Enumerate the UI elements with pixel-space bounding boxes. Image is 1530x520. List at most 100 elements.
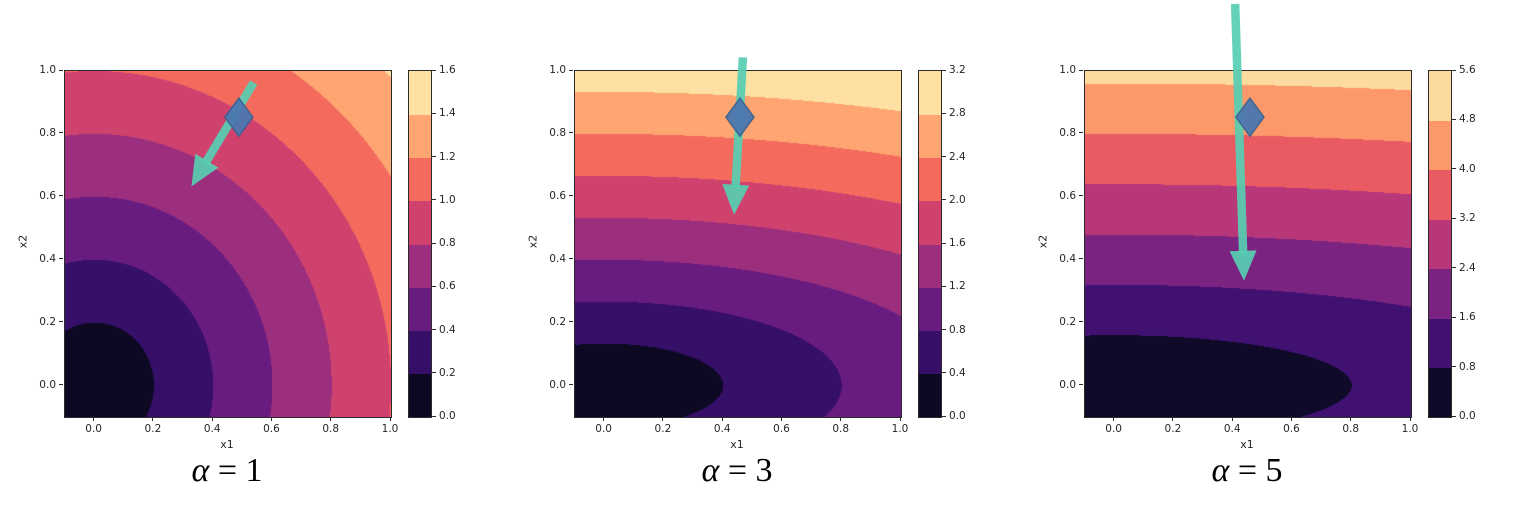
- contour-canvas: [1085, 71, 1411, 417]
- x-tickmark: [330, 417, 332, 421]
- y-tickmark: [1079, 258, 1083, 260]
- colorbar-band: [1429, 71, 1451, 122]
- colorbar-tickmark: [1452, 217, 1456, 219]
- caption-value: = 1: [209, 452, 263, 489]
- colorbar-band: [919, 200, 941, 245]
- colorbar-band: [919, 71, 941, 115]
- colorbar-band: [409, 114, 431, 159]
- colorbar-band: [409, 71, 431, 115]
- y-tick-label: 0.2: [549, 315, 566, 328]
- y-tickmark: [1079, 384, 1083, 386]
- x-tick-label: 0.8: [832, 423, 850, 435]
- x-axis-label: x1: [730, 438, 744, 451]
- y-tick-label: 0.2: [39, 315, 56, 328]
- y-tickmark: [569, 195, 573, 197]
- x-tick-label: 0.4: [1223, 423, 1241, 435]
- colorbar-tickmark: [942, 112, 946, 114]
- y-tickmark: [59, 195, 63, 197]
- colorbar-band: [409, 287, 431, 332]
- y-tick-label: 1.0: [39, 64, 56, 76]
- colorbar-tickmark: [432, 329, 436, 330]
- y-tick-label: 0.8: [39, 126, 56, 139]
- colorbar-tick-label: 5.6: [1459, 64, 1476, 76]
- x-tickmark: [840, 417, 842, 421]
- contour-canvas: [65, 71, 391, 417]
- colorbar-band: [1429, 268, 1451, 319]
- colorbar-band: [409, 373, 431, 417]
- y-tick-label: 1.0: [549, 64, 566, 76]
- colorbar-tick-label: 3.2: [1459, 212, 1476, 225]
- colorbar-tickmark: [942, 285, 946, 287]
- x-tickmark: [211, 417, 213, 421]
- y-tickmark: [59, 384, 63, 386]
- colorbar-tickmark: [432, 285, 436, 287]
- x-tickmark: [1350, 417, 1352, 421]
- colorbar-band: [919, 373, 941, 417]
- y-tick-label: 1.0: [1059, 64, 1076, 76]
- colorbar-tickmark: [942, 69, 946, 71]
- colorbar-tickmark: [1452, 168, 1456, 170]
- colorbar-tickmark: [1452, 316, 1456, 318]
- y-axis-label: x2: [1036, 234, 1050, 249]
- colorbar-tickmark: [942, 199, 946, 201]
- colorbar-tickmark: [432, 372, 436, 374]
- x-tickmark: [270, 417, 272, 421]
- x-tick-label: 0.2: [1164, 423, 1182, 435]
- x-tickmark: [1290, 417, 1292, 421]
- subplot-caption: α = 3: [574, 452, 900, 490]
- colorbar-tick-label: 0.4: [439, 323, 456, 336]
- colorbar-tickmark: [1452, 69, 1456, 71]
- y-tick-label: 0.8: [549, 126, 566, 139]
- x-tickmark: [389, 417, 391, 421]
- colorbar-tick-label: 0.0: [949, 410, 966, 422]
- y-tick-label: 0.6: [39, 189, 56, 202]
- colorbar-tick-label: 2.4: [1459, 261, 1476, 274]
- y-tickmark: [1079, 132, 1083, 134]
- y-axis-label: x2: [526, 234, 540, 249]
- colorbar-tickmark: [942, 415, 946, 417]
- colorbar-tick-label: 2.0: [949, 193, 966, 206]
- x-tickmark: [93, 417, 95, 421]
- colorbar-tickmark: [432, 199, 436, 201]
- x-tickmark: [721, 417, 723, 421]
- x-tick-label: 0.4: [713, 423, 731, 435]
- colorbar-tick-label: 1.2: [439, 150, 456, 163]
- colorbar-tick-label: 2.4: [949, 150, 966, 163]
- colorbar-band: [409, 330, 431, 375]
- colorbar-tickmark: [942, 156, 946, 157]
- colorbar-tickmark: [1452, 415, 1456, 417]
- subplot-alpha-1: 0.0 0.2 0.4 0.6 0.8 1.0 0.0 0.2 0.4 0.6 0.8 1.0 x1 x2…: [8, 8, 488, 512]
- subplot-alpha-5: 0.0 0.2 0.4 0.6 0.8 1.0 0.0 0.2 0.4 0.6 0.8 1.0 x1 x2…: [1028, 3, 1508, 512]
- x-tick-label: 0.0: [85, 423, 102, 435]
- x-tick-label: 0.6: [263, 423, 280, 435]
- colorbar-tickmark: [432, 415, 436, 417]
- colorbar-tick-label: 4.8: [1459, 113, 1476, 126]
- x-tick-label: 1.0: [381, 423, 399, 435]
- colorbar-band: [1429, 169, 1451, 220]
- x-tick-label: 1.0: [1401, 423, 1419, 435]
- y-tick-label: 0.0: [549, 378, 566, 391]
- colorbar-tick-label: 1.4: [439, 107, 456, 120]
- colorbar: [408, 70, 432, 418]
- colorbar: [918, 70, 942, 418]
- caption-alpha-symbol: α: [701, 452, 720, 489]
- colorbar-band: [1429, 219, 1451, 270]
- y-tickmark: [1079, 195, 1083, 197]
- colorbar-tickmark: [1452, 118, 1456, 120]
- x-tick-label: 0.6: [1283, 423, 1300, 435]
- caption-alpha-symbol: α: [1211, 452, 1230, 489]
- colorbar-band: [409, 157, 431, 202]
- y-tick-label: 0.4: [1059, 252, 1076, 265]
- x-tickmark: [899, 417, 901, 421]
- x-tick-label: 0.2: [654, 423, 672, 435]
- caption-alpha-symbol: α: [191, 452, 210, 489]
- colorbar-tick-label: 0.4: [949, 366, 966, 379]
- x-tick-label: 0.4: [203, 423, 221, 435]
- y-tickmark: [1079, 321, 1083, 323]
- x-tick-label: 1.0: [891, 423, 909, 435]
- x-tickmark: [780, 417, 782, 421]
- contour-canvas: [575, 71, 901, 417]
- x-tickmark: [1172, 417, 1174, 421]
- x-tick-label: 0.2: [144, 423, 162, 435]
